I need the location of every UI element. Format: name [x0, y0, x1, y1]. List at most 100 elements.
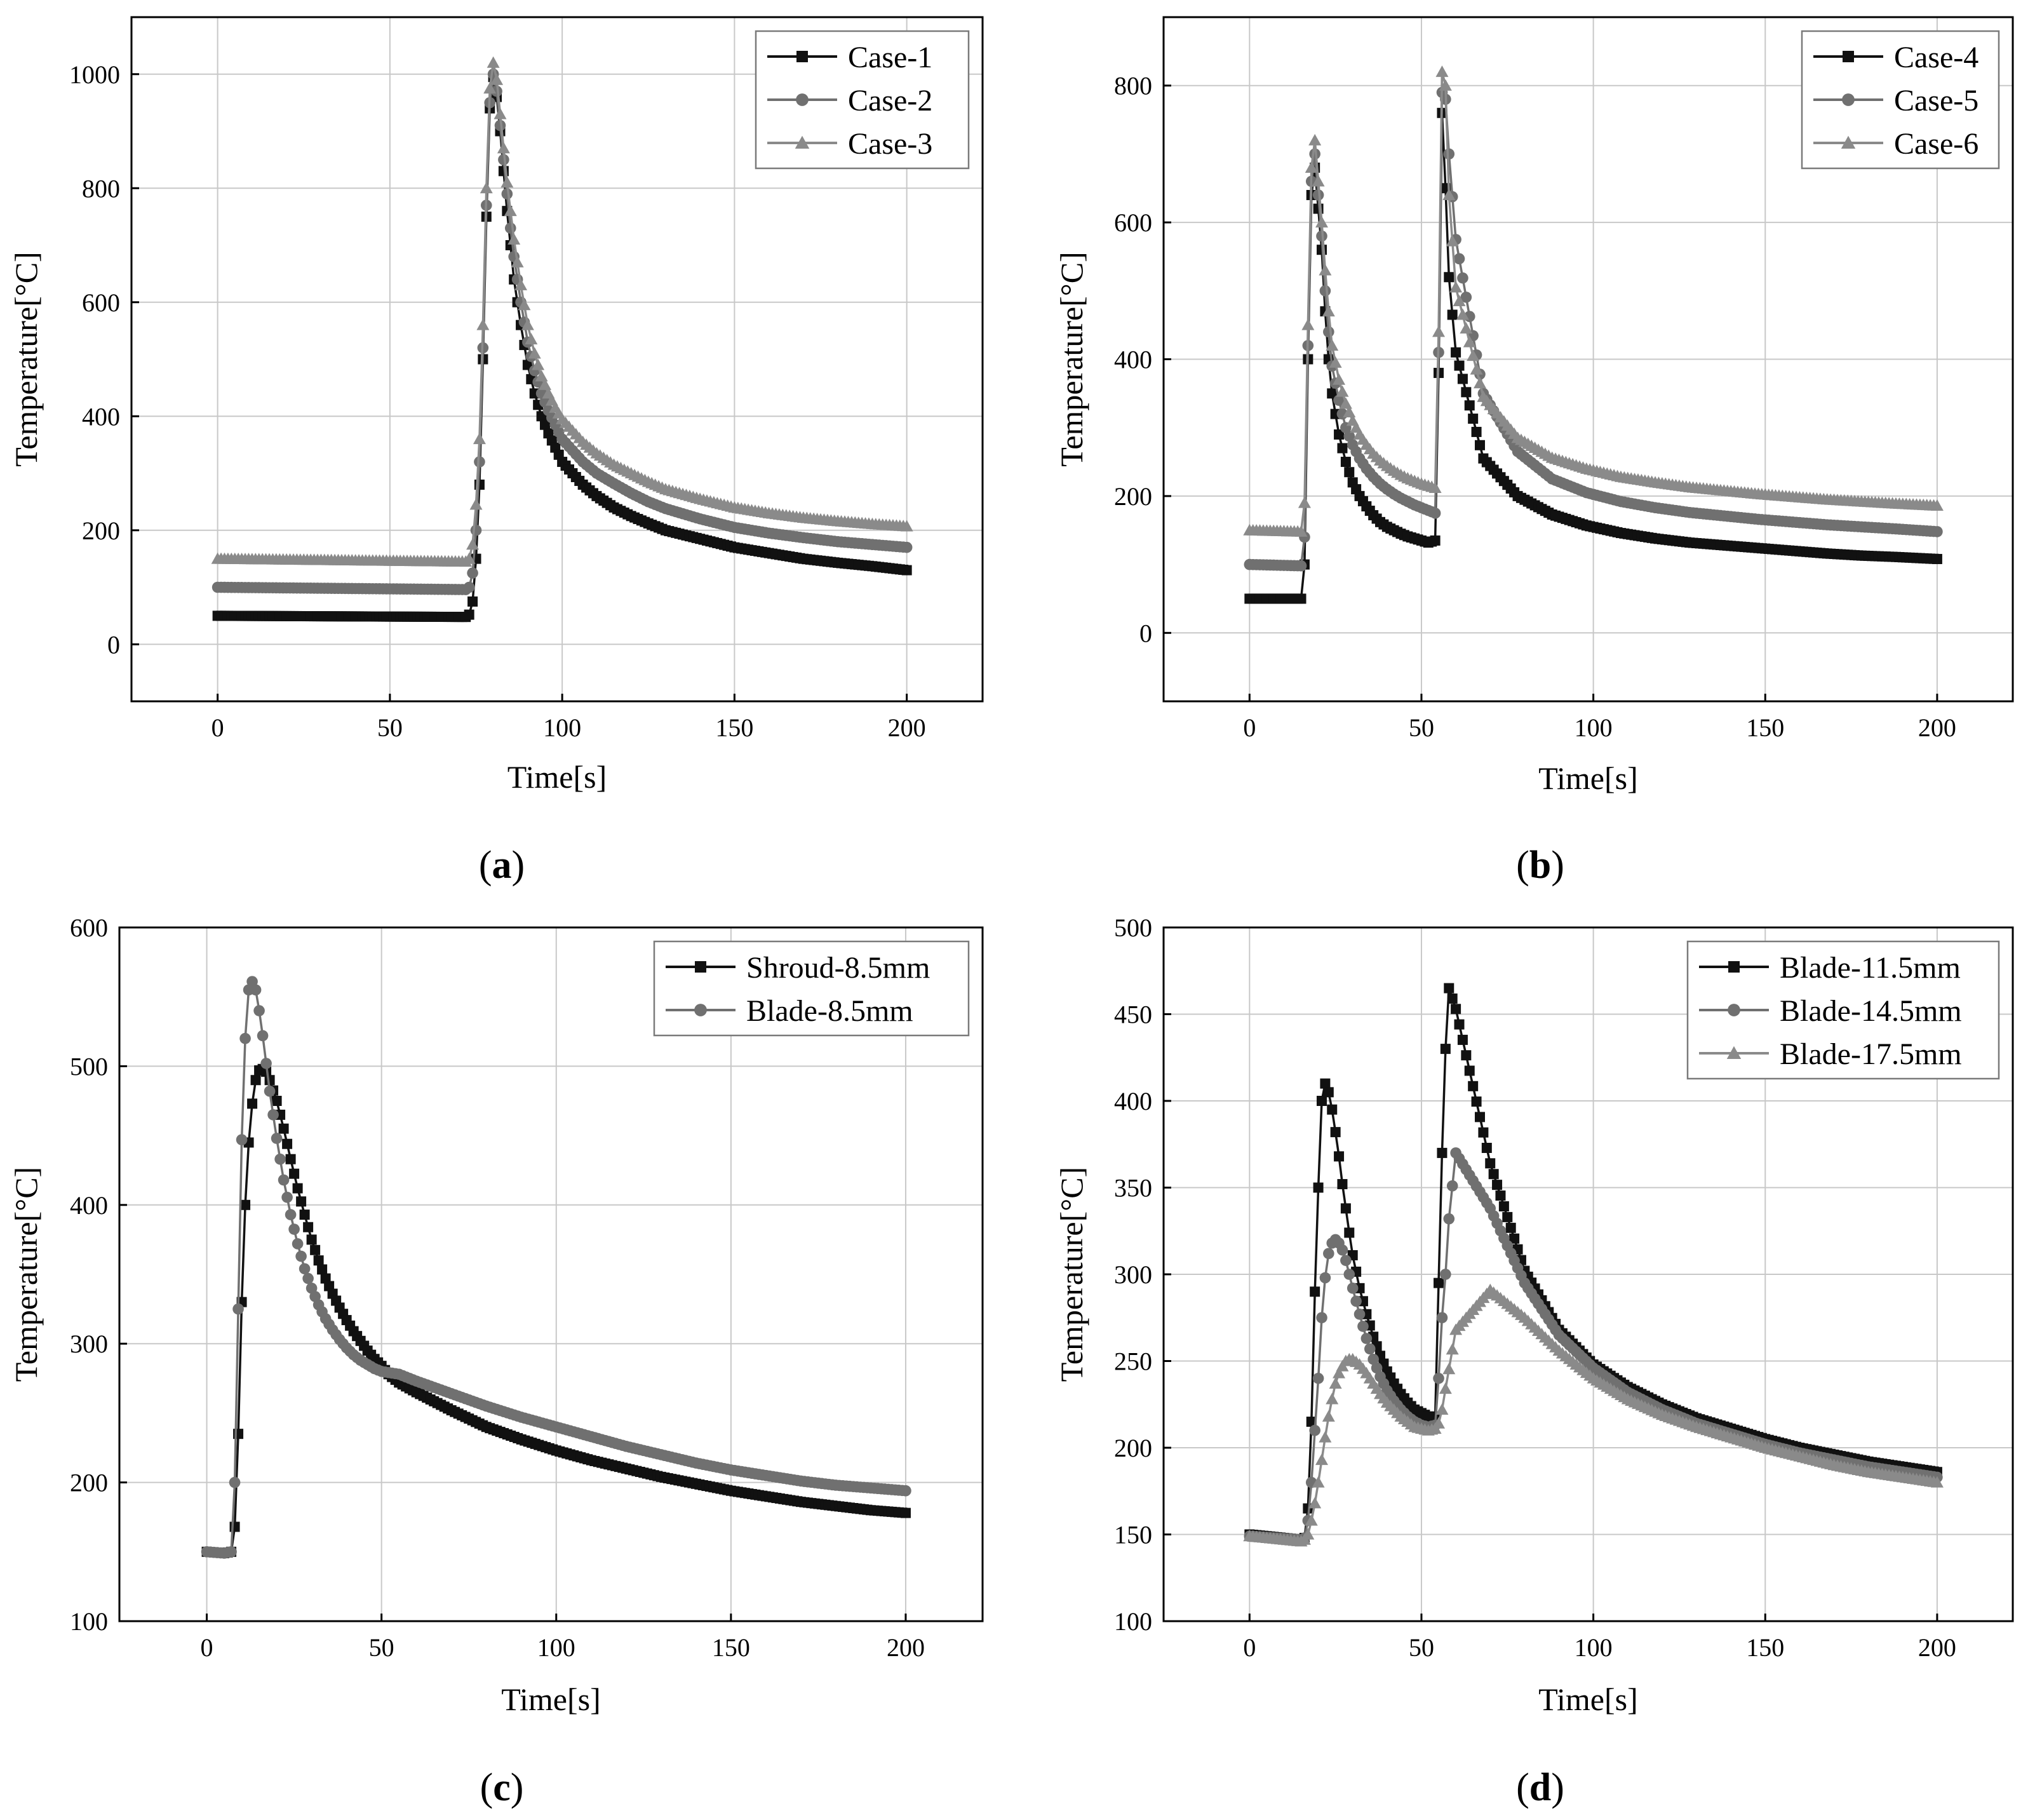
data-point — [467, 596, 478, 607]
y-tick-label: 800 — [82, 174, 120, 203]
data-point — [900, 1485, 911, 1497]
legend-label: Case-1 — [848, 41, 932, 74]
data-point — [470, 524, 482, 536]
data-point — [518, 299, 531, 311]
data-point — [1429, 508, 1441, 519]
y-tick-label: 400 — [82, 402, 120, 431]
y-tick-label: 1000 — [69, 60, 120, 89]
data-point — [1364, 1343, 1376, 1355]
data-point — [1327, 388, 1338, 399]
data-point — [1319, 1272, 1331, 1284]
data-point — [1451, 347, 1461, 358]
data-point — [1930, 1476, 1944, 1488]
data-point — [1305, 1514, 1318, 1526]
data-point — [1315, 1453, 1328, 1466]
data-point — [229, 1476, 241, 1488]
y-tick-label: 200 — [1114, 1434, 1152, 1462]
data-point — [1312, 175, 1325, 187]
data-point — [1454, 1019, 1465, 1030]
data-point — [1456, 308, 1469, 320]
x-tick-label: 0 — [212, 713, 224, 742]
series-Shroud-8.5mm — [201, 1063, 911, 1558]
data-point — [1481, 1142, 1492, 1153]
data-point — [1463, 335, 1476, 347]
x-tick-label: 100 — [1575, 713, 1613, 742]
data-point — [1301, 318, 1315, 330]
y-tick-label: 400 — [1114, 1087, 1152, 1116]
caption-c: (c) — [480, 1766, 524, 1809]
x-tick-label: 100 — [543, 713, 581, 742]
data-point — [1474, 1112, 1485, 1122]
data-point — [1437, 1147, 1448, 1158]
data-point — [473, 433, 486, 445]
y-tick-label: 200 — [1114, 482, 1152, 511]
data-point — [1440, 1044, 1451, 1055]
y-axis-title: Temperature[°C] — [1054, 252, 1089, 467]
data-point — [1340, 1203, 1351, 1214]
x-tick-label: 150 — [712, 1633, 750, 1662]
data-point — [490, 73, 504, 85]
caption-a-letter: a — [492, 844, 512, 887]
data-point — [521, 318, 534, 330]
data-point — [232, 1303, 244, 1315]
x-tick-label: 200 — [1918, 1633, 1956, 1662]
x-tick-label: 200 — [887, 1633, 925, 1662]
data-point — [1322, 305, 1335, 317]
data-point — [1367, 1353, 1379, 1365]
data-point — [1313, 1182, 1324, 1193]
data-point — [1326, 339, 1339, 351]
series-Case-2 — [212, 68, 913, 595]
data-point — [1312, 1373, 1324, 1384]
data-point — [1447, 993, 1458, 1004]
y-axis-title: Temperature[°C] — [8, 252, 44, 467]
data-point — [491, 85, 502, 97]
x-tick-label: 150 — [1746, 713, 1784, 742]
data-point — [1464, 1065, 1475, 1076]
data-point — [1333, 394, 1345, 406]
data-point — [1461, 1050, 1472, 1061]
legend-label: Blade-14.5mm — [1780, 994, 1962, 1028]
caption-a: (a) — [479, 844, 525, 887]
data-point — [514, 278, 528, 290]
data-point — [1446, 1343, 1459, 1355]
data-point — [239, 1032, 251, 1044]
data-point — [267, 1109, 279, 1121]
y-tick-label: 200 — [82, 516, 120, 545]
data-point — [1340, 457, 1351, 468]
data-point — [504, 205, 517, 217]
data-point — [1473, 377, 1486, 389]
data-point — [247, 1098, 258, 1109]
y-tick-label: 500 — [1114, 913, 1152, 942]
y-tick-label: 0 — [1139, 619, 1152, 647]
data-point — [306, 1234, 317, 1245]
data-point — [1468, 414, 1479, 424]
x-tick-label: 50 — [1409, 713, 1434, 742]
data-point — [1334, 429, 1345, 440]
data-point — [1433, 1373, 1444, 1384]
data-point — [1460, 322, 1473, 334]
data-point — [302, 1272, 314, 1284]
legend-c: Shroud-8.5mm Blade-8.5mm — [653, 940, 970, 1037]
data-point — [1478, 1127, 1489, 1138]
y-tick-label: 500 — [70, 1052, 108, 1081]
data-point — [1301, 1528, 1315, 1540]
data-point — [1430, 535, 1441, 546]
data-point — [1371, 1362, 1383, 1374]
data-point — [1471, 1096, 1482, 1107]
data-point — [1505, 1222, 1516, 1233]
data-point — [288, 1223, 300, 1235]
legend-swatch-marker — [1842, 93, 1855, 106]
data-point — [474, 456, 485, 468]
data-point — [1310, 1286, 1320, 1297]
legend-a: Case-1 Case-2 Case-3 — [755, 30, 970, 170]
data-point — [480, 182, 493, 194]
data-point — [1339, 397, 1352, 409]
legend-label: Blade-11.5mm — [1780, 951, 1961, 985]
data-point — [1336, 385, 1349, 397]
legend-label: Case-2 — [848, 84, 932, 118]
data-point — [539, 378, 552, 390]
data-point — [1446, 1180, 1458, 1192]
data-point — [289, 1168, 300, 1179]
panel-b: (b) 0 50 100 150 200 0 200 400 600 800 Time[s] Temp… — [1054, 16, 2014, 887]
data-point — [1323, 1248, 1334, 1260]
